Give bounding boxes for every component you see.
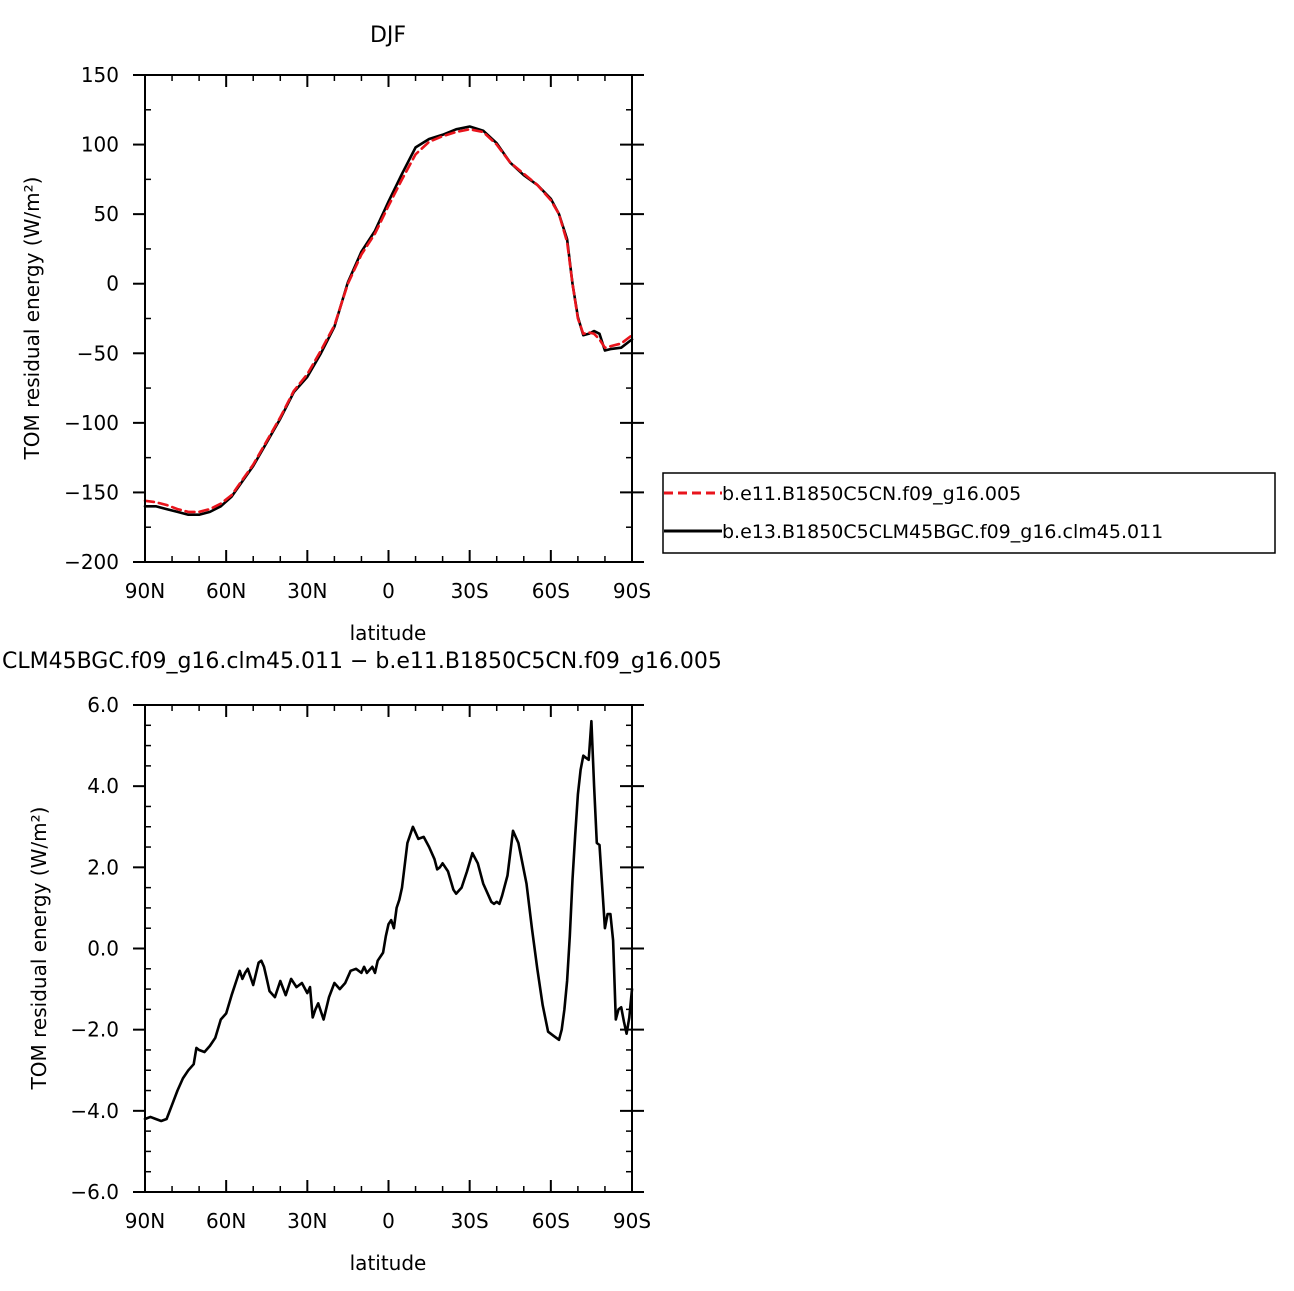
top-series-2-line (143, 125, 634, 517)
bottom-x-tick-label: 30N (287, 1209, 327, 1233)
bottom-y-tick-label: −6.0 (70, 1180, 119, 1204)
top-plot-frame (144, 74, 633, 563)
top-tick-labels: 90N 60N 30N 0 30S 60S 90S −200 −150 −100 −50 0 50 100… (64, 63, 651, 603)
top-x-tick-label: 90S (613, 579, 651, 603)
top-y-tick-label: 50 (94, 202, 119, 226)
bottom-y-tick-label: 6.0 (87, 693, 119, 717)
bottom-y-tick-label: −2.0 (70, 1018, 119, 1042)
bottom-x-tick-label: 90S (613, 1209, 651, 1233)
top-x-tick-label: 30S (451, 579, 489, 603)
bottom-chart-title: CLM45BGC.f09_g16.clm45.011 − b.e11.B1850… (2, 649, 722, 674)
top-chart-title: DJF (370, 23, 406, 48)
top-axis-ticks (133, 74, 644, 563)
bottom-panel: CLM45BGC.f09_g16.clm45.011 − b.e11.B1850… (2, 649, 722, 1275)
bottom-series-group (143, 719, 634, 1123)
top-x-tick-label: 0 (382, 579, 395, 603)
bottom-tick-labels: 90N 60N 30N 0 30S 60S 90S −6.0 −4.0 −2.0 0.0 2.0 4.0… (70, 693, 651, 1233)
bottom-x-tick-label: 30S (451, 1209, 489, 1233)
bottom-y-tick-label: 2.0 (87, 855, 119, 879)
legend-box (662, 472, 1276, 554)
bottom-axis-ticks (133, 704, 644, 1193)
top-y-tick-label: 150 (81, 63, 119, 87)
bottom-series-1-line (143, 719, 634, 1123)
top-y-tick-label: −50 (77, 341, 119, 365)
legend-label-series-1: b.e11.B1850C5CN.f09_g16.005 (722, 483, 1021, 505)
legend-label-series-2: b.e13.B1850C5CLM45BGC.f09_g16.clm45.011 (722, 521, 1163, 543)
top-y-tick-label: 100 (81, 133, 119, 157)
bottom-y-tick-label: 4.0 (87, 774, 119, 798)
bottom-x-tick-label: 60S (532, 1209, 570, 1233)
top-y-tick-label: −150 (64, 480, 119, 504)
bottom-x-tick-label: 0 (382, 1209, 395, 1233)
top-series-1-line (143, 128, 634, 514)
top-y-tick-label: −200 (64, 550, 119, 574)
bottom-y-tick-label: −4.0 (70, 1099, 119, 1123)
bottom-x-axis-label: latitude (350, 1251, 427, 1275)
top-x-axis-label: latitude (350, 621, 427, 645)
top-x-tick-label: 30N (287, 579, 327, 603)
legend: b.e11.B1850C5CN.f09_g16.005 b.e13.B1850C… (662, 472, 1276, 554)
top-panel: DJF 90N 60N 30N 0 30S 60S 90S −200 −150 −100 −50 0 5… (20, 23, 1276, 645)
bottom-y-axis-label: TOM residual energy (W/m²) (27, 807, 51, 1091)
bottom-plot-frame (144, 704, 633, 1193)
top-x-tick-label: 60N (206, 579, 246, 603)
top-x-tick-label: 60S (532, 579, 570, 603)
bottom-y-tick-label: 0.0 (87, 937, 119, 961)
top-series-group (143, 125, 634, 517)
top-y-axis-label: TOM residual energy (W/m²) (20, 177, 44, 461)
top-x-tick-label: 90N (125, 579, 165, 603)
top-y-tick-label: −100 (64, 411, 119, 435)
bottom-x-tick-label: 90N (125, 1209, 165, 1233)
bottom-x-tick-label: 60N (206, 1209, 246, 1233)
top-y-tick-label: 0 (106, 272, 119, 296)
